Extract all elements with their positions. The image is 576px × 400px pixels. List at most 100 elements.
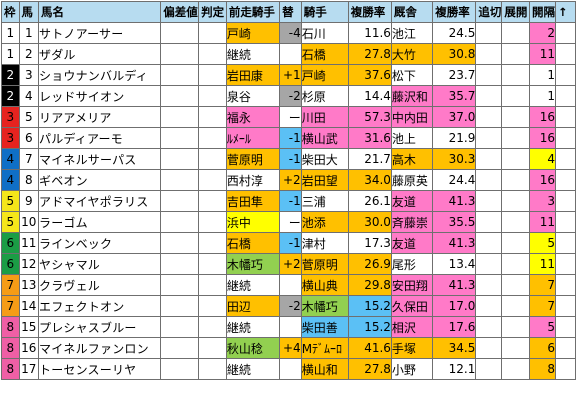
header-prev-jockey[interactable]: 前走騎手 bbox=[225, 1, 281, 23]
stable-cell[interactable]: 手塚 bbox=[390, 337, 434, 359]
oikiri-cell[interactable] bbox=[475, 43, 503, 65]
tenkai-cell[interactable] bbox=[501, 316, 531, 338]
hensachi-cell[interactable] bbox=[160, 169, 200, 191]
oikiri-cell[interactable] bbox=[475, 253, 503, 275]
jockey-rate-cell[interactable]: 34.0 bbox=[347, 169, 392, 191]
kaikaku-cell[interactable]: 16 bbox=[529, 127, 557, 149]
jockey-rate-cell[interactable]: 27.8 bbox=[347, 358, 392, 380]
horse-name-cell[interactable]: ギベオン bbox=[37, 169, 162, 191]
uma-number-cell[interactable]: 7 bbox=[18, 148, 40, 170]
waku-cell[interactable]: 4 bbox=[1, 169, 20, 191]
header-oikiri[interactable]: 追切 bbox=[475, 1, 503, 23]
jockey-cell[interactable]: Mﾃﾞﾑｰﾛ bbox=[300, 337, 349, 359]
jockey-rate-cell[interactable]: 26.1 bbox=[347, 190, 392, 212]
hensachi-cell[interactable] bbox=[160, 190, 200, 212]
table-row[interactable]: 5 10 ラーゴム 浜中ー池添 30.0 斉藤崇 35.5 11 bbox=[1, 211, 576, 233]
oikiri-cell[interactable] bbox=[475, 22, 503, 44]
prev-jockey-cell[interactable]: ﾙﾒｰﾙ bbox=[225, 127, 281, 149]
waku-cell[interactable]: 5 bbox=[1, 190, 20, 212]
header-stable[interactable]: 厩舎 bbox=[390, 1, 434, 23]
uma-number-cell[interactable]: 13 bbox=[18, 274, 40, 296]
hensachi-cell[interactable] bbox=[160, 22, 200, 44]
stable-rate-cell[interactable]: 41.3 bbox=[432, 232, 477, 254]
table-row[interactable]: 3 5 リアアメリア 福永ー川田 57.3 中内田 37.0 16 bbox=[1, 106, 576, 128]
hensachi-cell[interactable] bbox=[160, 253, 200, 275]
hensachi-cell[interactable] bbox=[160, 358, 200, 380]
tenkai-cell[interactable] bbox=[501, 64, 531, 86]
sort-column-cell[interactable] bbox=[555, 148, 576, 170]
oikiri-cell[interactable] bbox=[475, 316, 503, 338]
stable-rate-cell[interactable]: 17.6 bbox=[432, 316, 477, 338]
hantei-cell[interactable] bbox=[198, 85, 227, 107]
change-cell[interactable]: +2 bbox=[279, 169, 302, 191]
jockey-rate-cell[interactable]: 27.8 bbox=[347, 43, 392, 65]
hensachi-cell[interactable] bbox=[160, 127, 200, 149]
hantei-cell[interactable] bbox=[198, 64, 227, 86]
jockey-cell[interactable]: 横山武 bbox=[300, 127, 349, 149]
hantei-cell[interactable] bbox=[198, 22, 227, 44]
hantei-cell[interactable] bbox=[198, 148, 227, 170]
hantei-cell[interactable] bbox=[198, 358, 227, 380]
oikiri-cell[interactable] bbox=[475, 85, 503, 107]
tenkai-cell[interactable] bbox=[501, 85, 531, 107]
uma-number-cell[interactable]: 17 bbox=[18, 358, 40, 380]
change-cell[interactable] bbox=[279, 274, 302, 296]
waku-cell[interactable]: 6 bbox=[1, 232, 20, 254]
horse-name-cell[interactable]: ヤシャマル bbox=[37, 253, 162, 275]
horse-name-cell[interactable]: ラインベック bbox=[37, 232, 162, 254]
tenkai-cell[interactable] bbox=[501, 106, 531, 128]
change-cell[interactable]: -2 bbox=[279, 85, 302, 107]
hensachi-cell[interactable] bbox=[160, 106, 200, 128]
uma-number-cell[interactable]: 2 bbox=[18, 43, 40, 65]
jockey-cell[interactable]: 戸崎 bbox=[300, 64, 349, 86]
table-row[interactable]: 1 1 サトノアーサー 戸崎 -4 石川 11.6 池江 24.5 2 bbox=[1, 22, 576, 44]
horse-name-cell[interactable]: ショウナンバルディ bbox=[37, 64, 162, 86]
table-row[interactable]: 2 4 レッドサイオン 泉谷 -2 杉原 14.4 藤沢和 35.7 1 bbox=[1, 85, 576, 107]
jockey-rate-cell[interactable]: 57.3 bbox=[347, 106, 392, 128]
table-row[interactable]: 6 11 ラインベック 石橋 -1 津村 17.3 友道 41.3 5 bbox=[1, 232, 576, 254]
change-cell[interactable]: +4 bbox=[279, 337, 302, 359]
oikiri-cell[interactable] bbox=[475, 127, 503, 149]
prev-jockey-cell[interactable]: 浜中 bbox=[225, 211, 281, 233]
hantei-cell[interactable] bbox=[198, 232, 227, 254]
jockey-rate-cell[interactable]: 37.6 bbox=[347, 64, 392, 86]
stable-rate-cell[interactable]: 37.0 bbox=[432, 106, 477, 128]
table-row[interactable]: 8 16 マイネルファンロン 秋山稔 +4 Mﾃﾞﾑｰﾛ 41.6 手塚 34.5 6 bbox=[1, 337, 576, 359]
header-hensachi[interactable]: 偏差値 bbox=[160, 1, 200, 23]
tenkai-cell[interactable] bbox=[501, 337, 531, 359]
change-cell[interactable] bbox=[279, 43, 302, 65]
table-row[interactable]: 8 15 プレシャスブルー 継続 柴田善 15.2 相沢 17.6 5 bbox=[1, 316, 576, 338]
header-change[interactable]: 替 bbox=[279, 1, 302, 23]
uma-number-cell[interactable]: 1 bbox=[18, 22, 40, 44]
jockey-rate-cell[interactable]: 30.0 bbox=[347, 211, 392, 233]
tenkai-cell[interactable] bbox=[501, 253, 531, 275]
stable-rate-cell[interactable]: 23.7 bbox=[432, 64, 477, 86]
kaikaku-cell[interactable]: 11 bbox=[529, 253, 557, 275]
prev-jockey-cell[interactable]: 秋山稔 bbox=[225, 337, 281, 359]
header-tenkai[interactable]: 展開 bbox=[501, 1, 531, 23]
change-cell[interactable]: +2 bbox=[279, 253, 302, 275]
jockey-cell[interactable]: 杉原 bbox=[300, 85, 349, 107]
sort-column-cell[interactable] bbox=[555, 274, 576, 296]
kaikaku-cell[interactable]: 1 bbox=[529, 85, 557, 107]
jockey-rate-cell[interactable]: 11.6 bbox=[347, 22, 392, 44]
oikiri-cell[interactable] bbox=[475, 337, 503, 359]
waku-cell[interactable]: 6 bbox=[1, 253, 20, 275]
kaikaku-cell[interactable]: 7 bbox=[529, 295, 557, 317]
horse-name-cell[interactable]: クラヴェル bbox=[37, 274, 162, 296]
prev-jockey-cell[interactable]: 木幡巧 bbox=[225, 253, 281, 275]
prev-jockey-cell[interactable]: 戸崎 bbox=[225, 22, 281, 44]
tenkai-cell[interactable] bbox=[501, 295, 531, 317]
prev-jockey-cell[interactable]: 福永 bbox=[225, 106, 281, 128]
header-hantei[interactable]: 判定 bbox=[198, 1, 227, 23]
header-uma[interactable]: 馬 bbox=[18, 1, 40, 23]
kaikaku-cell[interactable]: 7 bbox=[529, 274, 557, 296]
stable-rate-cell[interactable]: 35.7 bbox=[432, 85, 477, 107]
prev-jockey-cell[interactable]: 継続 bbox=[225, 274, 281, 296]
jockey-rate-cell[interactable]: 21.7 bbox=[347, 148, 392, 170]
waku-cell[interactable]: 2 bbox=[1, 85, 20, 107]
stable-cell[interactable]: 池江 bbox=[390, 22, 434, 44]
hensachi-cell[interactable] bbox=[160, 274, 200, 296]
sort-column-cell[interactable] bbox=[555, 190, 576, 212]
hensachi-cell[interactable] bbox=[160, 211, 200, 233]
